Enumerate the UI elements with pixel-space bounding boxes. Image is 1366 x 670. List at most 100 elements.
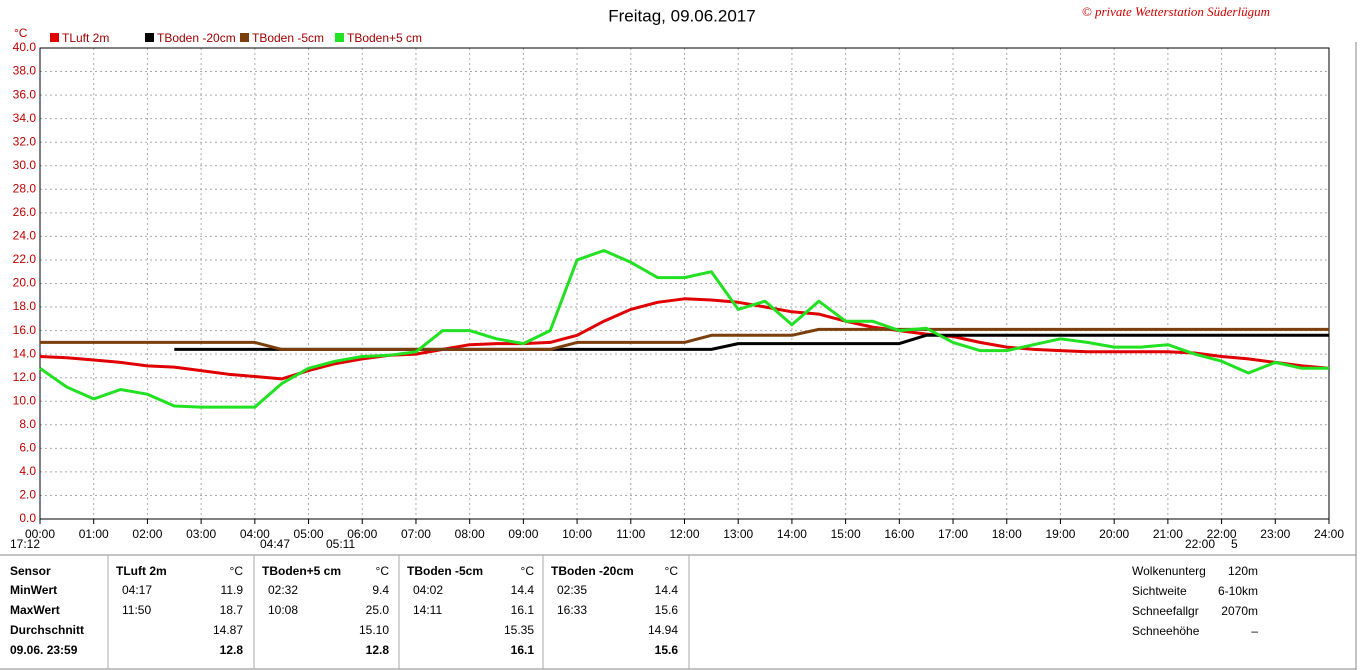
y-tick-label: 12.0 [13, 370, 37, 384]
x-tick-label: 16:00 [884, 527, 914, 541]
min-value: 14.4 [655, 583, 679, 597]
info-label: Sichtweite [1132, 584, 1187, 598]
x-tick-label: 24:00 [1314, 527, 1344, 541]
current-value: 16.1 [511, 643, 535, 657]
info-label: Schneefallgr [1132, 604, 1199, 618]
x-tick-label: 03:00 [186, 527, 216, 541]
min-value: 11.9 [221, 583, 244, 597]
x-tick-label: 15:00 [831, 527, 861, 541]
sensor-name: TBoden -5cm [407, 564, 483, 578]
y-tick-label: 10.0 [13, 393, 37, 407]
legend-label: TBoden+5 cm [347, 31, 422, 45]
y-tick-label: 32.0 [13, 134, 37, 148]
y-tick-label: 38.0 [13, 64, 37, 78]
info-label: Schneehöhe [1132, 624, 1200, 638]
y-tick-label: 22.0 [13, 252, 37, 266]
y-tick-label: 30.0 [13, 158, 37, 172]
x-tick-label: 21:00 [1153, 527, 1183, 541]
min-time: 02:35 [557, 583, 587, 597]
x-tick-label: 00:00 [25, 527, 55, 541]
x-tick-label: 11:00 [616, 527, 645, 541]
min-value: 9.4 [372, 583, 389, 597]
row-label: Sensor [10, 564, 51, 578]
max-value: 16.1 [511, 603, 535, 617]
x-tick-label: 12:00 [669, 527, 699, 541]
info-value: 2070m [1221, 604, 1258, 618]
info-label: Wolkenunterg [1132, 564, 1206, 578]
avg-value: 14.94 [648, 623, 678, 637]
sensor-name: TLuft 2m [116, 564, 167, 578]
sensor-name: TBoden+5 cm [262, 564, 341, 578]
info-value: 120m [1228, 564, 1258, 578]
max-value: 15.6 [655, 603, 679, 617]
info-value: 6-10km [1218, 584, 1258, 598]
info-value: – [1251, 624, 1258, 638]
y-tick-label: 8.0 [19, 417, 36, 431]
legend-swatch [335, 33, 344, 42]
y-tick-label: 24.0 [13, 229, 37, 243]
avg-value: 15.35 [504, 623, 534, 637]
sensor-name: TBoden -20cm [551, 564, 634, 578]
y-tick-label: 40.0 [13, 40, 37, 54]
row-label: 09.06. 23:59 [10, 643, 78, 657]
sensor-unit: °C [230, 564, 244, 578]
y-axis-unit: °C [14, 26, 28, 40]
x-tick-label: 13:00 [723, 527, 753, 541]
max-value: 25.0 [366, 603, 390, 617]
series-line [40, 327, 1329, 351]
chart-title: Freitag, 09.06.2017 [608, 6, 755, 25]
max-time: 14:11 [413, 603, 442, 617]
row-label: MaxWert [10, 603, 60, 617]
x-tick-label: 06:00 [347, 527, 377, 541]
min-time: 04:02 [413, 583, 443, 597]
y-tick-label: 6.0 [19, 441, 36, 455]
legend-swatch [145, 33, 154, 42]
y-tick-label: 0.0 [19, 511, 36, 525]
x-tick-label: 22:00 [1207, 527, 1237, 541]
max-time: 11:50 [122, 603, 151, 617]
legend-label: TLuft 2m [62, 31, 109, 45]
series-line [39, 297, 1330, 381]
series-line [39, 249, 1329, 409]
sensor-unit: °C [521, 564, 535, 578]
y-tick-label: 18.0 [13, 299, 37, 313]
x-tick-label: 14:00 [777, 527, 807, 541]
min-time: 02:32 [268, 583, 298, 597]
y-tick-label: 20.0 [13, 276, 37, 290]
current-value: 12.8 [366, 643, 390, 657]
x-tick-label: 10:00 [562, 527, 592, 541]
legend-swatch [50, 33, 59, 42]
x-tick-label: 09:00 [508, 527, 538, 541]
y-tick-label: 2.0 [19, 488, 36, 502]
min-time: 04:17 [122, 583, 152, 597]
row-label: Durchschnitt [10, 623, 84, 637]
current-value: 12.8 [220, 643, 244, 657]
y-tick-label: 14.0 [13, 346, 37, 360]
current-value: 15.6 [655, 643, 679, 657]
avg-value: 15.10 [359, 623, 389, 637]
x-tick-label: 20:00 [1099, 527, 1129, 541]
annotation: 5 [1231, 537, 1238, 551]
y-tick-label: 4.0 [19, 464, 36, 478]
sensor-unit: °C [376, 564, 390, 578]
max-time: 16:33 [557, 603, 587, 617]
x-tick-label: 04:00 [240, 527, 270, 541]
annotation: 05:11 [326, 537, 355, 551]
x-tick-label: 19:00 [1045, 527, 1075, 541]
sensor-unit: °C [665, 564, 679, 578]
y-tick-label: 36.0 [13, 87, 37, 101]
min-value: 14.4 [511, 583, 535, 597]
annotation: 17:12 [10, 537, 40, 551]
credit: © private Wetterstation Süderlügum [1082, 4, 1270, 19]
annotation: 22:00 [1185, 537, 1215, 551]
y-tick-label: 34.0 [13, 111, 37, 125]
max-time: 10:08 [268, 603, 298, 617]
row-label: MinWert [10, 583, 57, 597]
avg-value: 14.87 [213, 623, 243, 637]
plot-frame [39, 47, 1330, 520]
y-tick-label: 26.0 [13, 205, 37, 219]
x-tick-label: 17:00 [938, 527, 968, 541]
x-tick-label: 05:00 [294, 527, 324, 541]
x-tick-label: 01:00 [79, 527, 109, 541]
